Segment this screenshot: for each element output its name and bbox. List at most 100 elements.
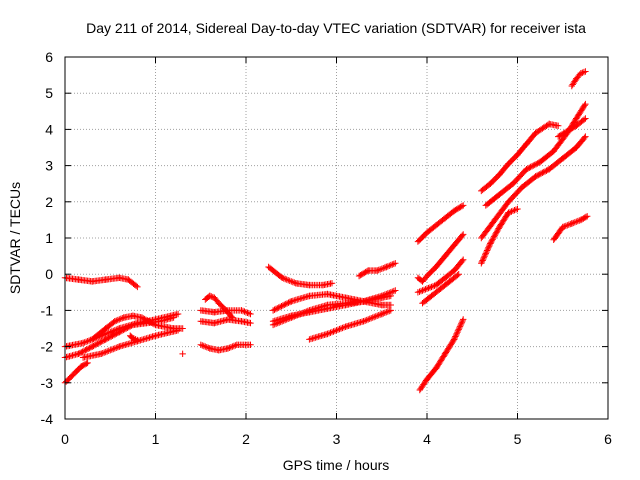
data-point-marker (494, 226, 502, 234)
data-point-marker (99, 350, 106, 357)
data-point-marker (458, 319, 466, 326)
data-point-marker (420, 286, 428, 294)
y-tick-label: -1 (41, 302, 54, 318)
data-point-marker (275, 304, 282, 311)
data-point-marker (114, 325, 121, 333)
data-point-marker (94, 340, 101, 347)
data-point-marker (174, 310, 182, 318)
data-point-marker (134, 283, 141, 291)
data-point-marker (573, 218, 580, 225)
data-point-marker (179, 325, 186, 332)
data-point-marker (451, 334, 458, 342)
data-point-marker (534, 160, 541, 167)
data-point-marker (417, 287, 425, 295)
data-point-marker (480, 255, 487, 263)
data-point-marker (93, 341, 100, 348)
data-point-marker (440, 353, 447, 360)
data-point-marker (278, 303, 285, 310)
data-point-marker (414, 289, 422, 296)
data-point-marker (108, 346, 115, 353)
data-point-marker (330, 328, 337, 335)
data-point-marker (579, 69, 586, 76)
data-point-marker (392, 260, 399, 267)
data-point-marker (374, 312, 381, 319)
data-point-marker (458, 320, 465, 327)
data-point-marker (99, 337, 107, 344)
data-point-marker (87, 344, 94, 351)
data-point-marker (107, 347, 114, 354)
data-point-marker (232, 342, 239, 349)
data-point-marker (110, 319, 117, 326)
data-point-marker (110, 345, 117, 353)
data-point-marker (528, 163, 536, 170)
data-track (568, 68, 589, 90)
data-point-marker (140, 315, 147, 322)
data-point-marker (531, 161, 538, 169)
data-point-marker (479, 257, 486, 264)
data-point-marker (390, 260, 397, 268)
data-point-marker (458, 203, 466, 210)
data-point-marker (102, 330, 109, 338)
x-tick-label: 5 (514, 431, 522, 447)
data-point-marker (80, 347, 88, 355)
data-point-marker (562, 222, 569, 230)
data-point-marker (245, 310, 253, 317)
grid-lines (65, 57, 608, 419)
data-point-marker (532, 161, 540, 168)
data-point-marker (339, 324, 346, 332)
data-point-marker (488, 237, 496, 244)
data-point-marker (142, 316, 150, 323)
data-point-marker (113, 344, 120, 351)
data-point-marker (454, 329, 461, 336)
y-tick-label: 4 (45, 121, 53, 137)
y-tick-label: 6 (45, 49, 53, 65)
data-point-marker (271, 306, 278, 313)
data-point-marker (384, 308, 391, 315)
data-point-marker (386, 262, 393, 269)
y-tick-label: 1 (45, 230, 53, 246)
data-point-marker (481, 253, 488, 260)
data-point-marker (111, 318, 118, 325)
data-point-marker (387, 307, 394, 314)
data-point-marker (89, 343, 96, 350)
data-point-marker (97, 339, 104, 346)
data-point-marker (227, 344, 235, 351)
x-tick-label: 3 (333, 431, 341, 447)
data-point-marker (452, 333, 459, 340)
data-point-marker (87, 336, 94, 344)
data-point-marker (499, 218, 506, 226)
data-track (355, 260, 399, 280)
data-point-marker (146, 318, 154, 326)
data-point-marker (280, 275, 287, 282)
data-point-marker (390, 287, 397, 295)
data-point-marker (117, 315, 124, 322)
data-point-marker (371, 313, 378, 321)
data-point-marker (483, 247, 491, 254)
data-point-marker (572, 116, 579, 124)
data-track (89, 312, 186, 343)
data-point-marker (337, 325, 345, 332)
data-point-marker (482, 250, 489, 257)
data-point-marker (283, 300, 291, 307)
data-point-marker (387, 292, 394, 300)
data-point-marker (360, 318, 367, 325)
data-point-marker (459, 257, 466, 265)
data-point-marker (540, 168, 547, 176)
data-point-marker (205, 344, 212, 351)
data-point-marker (274, 305, 281, 312)
data-point-marker (340, 324, 348, 331)
data-point-marker (203, 344, 210, 351)
data-point-marker (555, 122, 562, 129)
data-point-marker (288, 278, 295, 285)
data-point-marker (101, 349, 108, 356)
data-point-marker (272, 305, 280, 313)
data-point-marker (582, 213, 590, 221)
data-point-marker (570, 219, 577, 227)
data-point-marker (230, 342, 238, 350)
data-point-marker (571, 219, 578, 226)
data-point-marker (453, 330, 460, 337)
data-point-marker (512, 206, 520, 213)
data-point-marker (109, 332, 116, 339)
